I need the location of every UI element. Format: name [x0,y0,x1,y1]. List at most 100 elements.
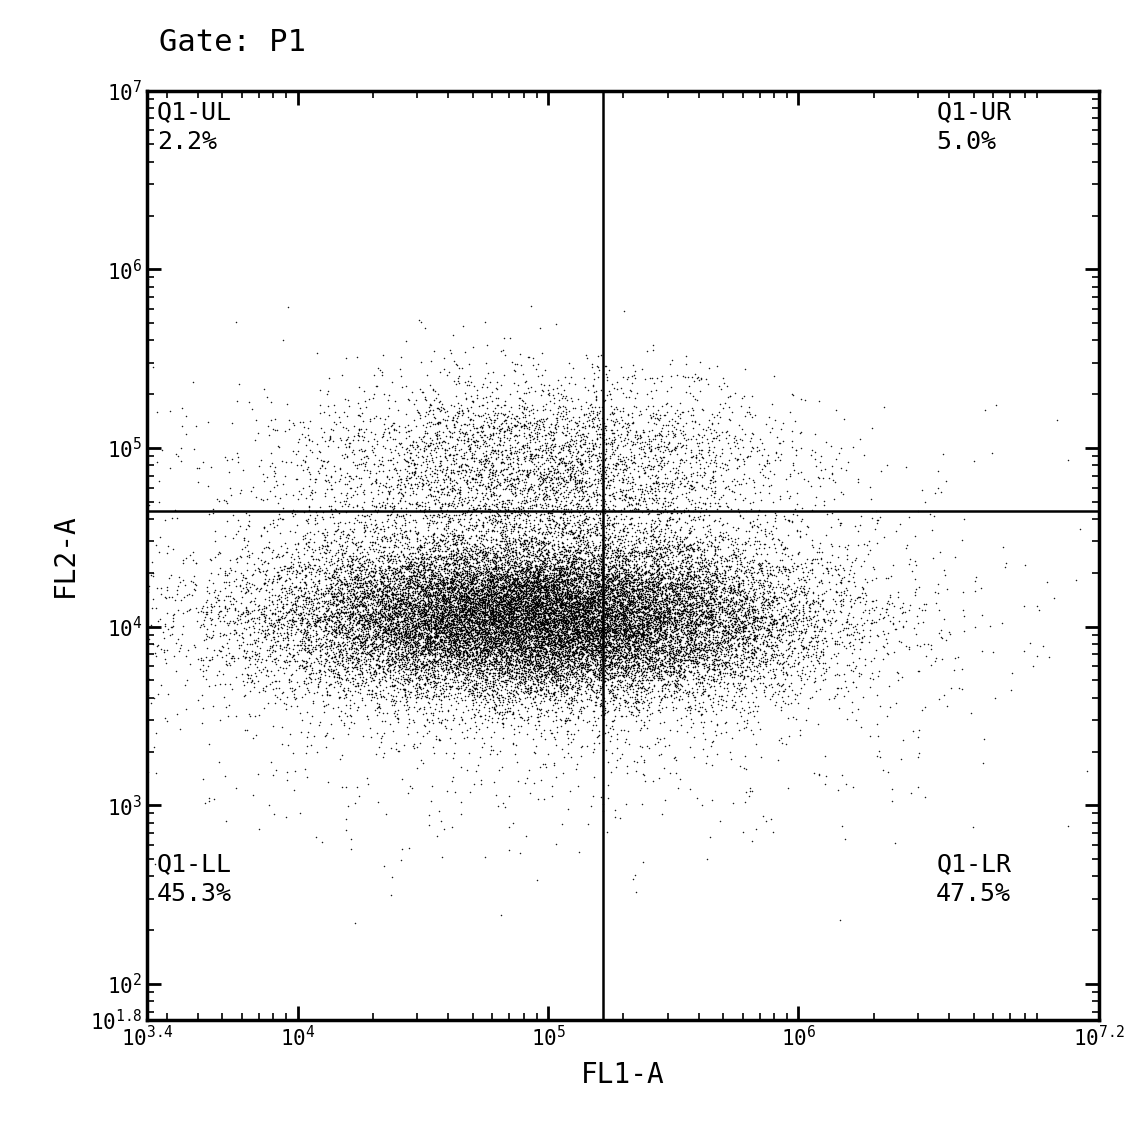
Point [834,559,852,577]
Point [216,448,235,466]
Point [504,374,522,392]
Point [545,641,563,659]
Point [432,658,450,676]
Point [628,712,646,730]
Point [332,670,350,688]
Point [529,459,547,477]
Point [357,622,375,640]
Point [410,577,428,595]
Point [432,632,450,650]
Point [509,605,527,623]
Point [499,543,517,561]
Point [239,581,257,599]
Point [581,590,599,608]
Point [615,580,633,598]
Point [605,647,623,665]
Point [375,576,393,594]
Point [420,638,438,656]
Point [565,556,583,574]
Point [664,649,682,667]
Point [546,595,564,613]
Point [642,437,661,455]
Point [766,666,784,684]
Point [689,569,707,587]
Point [546,639,564,657]
Point [508,631,526,649]
Point [624,656,642,674]
Point [593,529,611,547]
Point [600,619,619,637]
Point [312,586,330,604]
Point [492,593,510,611]
Point [682,605,700,623]
Point [305,727,323,746]
Point [678,617,696,636]
Point [283,611,301,629]
Point [826,472,844,491]
Point [623,662,641,680]
Point [671,650,689,668]
Point [372,613,390,631]
Point [425,619,443,637]
Point [604,516,622,534]
Point [420,480,438,499]
Point [753,554,772,572]
Point [241,593,259,611]
Point [623,593,641,611]
Point [512,625,530,644]
Point [472,685,491,704]
Point [278,616,296,634]
Point [487,477,505,495]
Point [573,606,591,624]
Point [288,455,306,474]
Point [441,523,459,542]
Point [525,613,543,631]
Point [400,557,418,576]
Point [583,630,602,648]
Point [398,628,416,646]
Point [392,627,410,645]
Point [370,604,389,622]
Point [441,574,459,593]
Point [648,504,666,522]
Point [476,368,494,386]
Point [438,563,457,581]
Point [651,454,670,472]
Point [489,604,508,622]
Point [684,644,702,662]
Point [463,639,482,657]
Point [604,615,622,633]
Point [418,455,436,474]
Point [657,663,675,681]
Point [432,811,450,829]
Point [591,607,610,625]
Point [543,600,561,619]
Point [542,621,560,639]
Point [301,412,320,431]
Point [317,615,335,633]
Point [529,671,547,689]
Point [310,670,329,688]
Point [556,644,574,662]
Point [505,581,523,599]
Point [402,622,420,640]
Point [502,648,520,666]
Point [314,634,332,653]
Point [675,661,693,679]
Point [658,612,676,630]
Point [700,596,718,614]
Point [518,506,536,525]
Point [553,637,571,655]
Point [692,602,710,620]
Point [505,674,523,692]
Point [746,602,764,620]
Point [409,671,427,689]
Point [399,438,417,457]
Point [620,593,638,611]
Point [325,587,343,605]
Point [533,644,551,662]
Point [537,574,555,593]
Point [329,640,347,658]
Point [322,535,340,553]
Point [909,729,927,747]
